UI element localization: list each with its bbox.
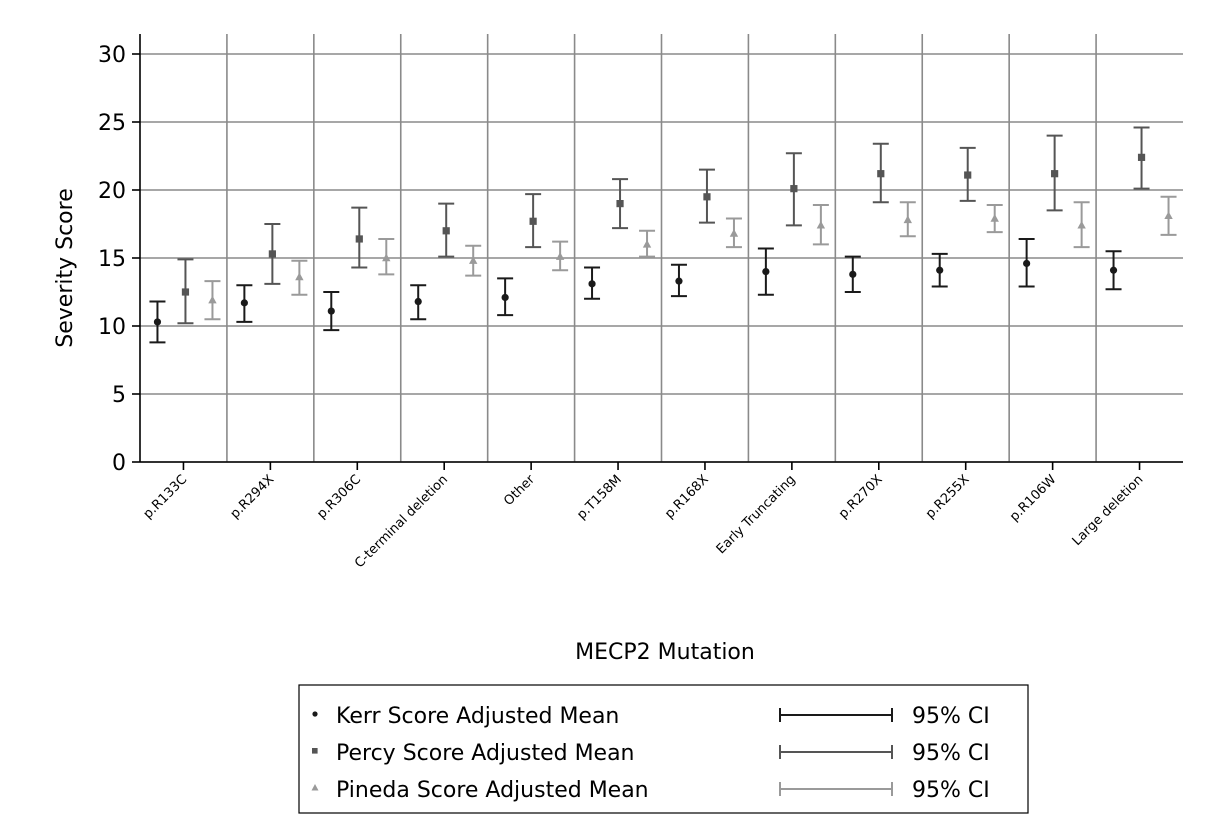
mean-point [268,250,276,258]
y-tick-label: 0 [112,451,126,476]
legend-marker [311,784,319,791]
mean-point [469,256,478,264]
x-tick-label: p.R255X [923,472,973,522]
mean-point [240,299,248,307]
mean-point [181,288,190,296]
mean-point [1109,266,1118,274]
legend-marker [312,748,318,754]
mean-point [642,239,652,248]
mean-point [153,318,162,326]
y-tick-label: 20 [98,179,126,204]
mean-point [327,307,335,315]
legend-series-label: Kerr Score Adjusted Mean [336,704,619,729]
x-tick-label: Other [501,472,538,509]
mean-point [877,170,885,178]
x-tick-label: p.R294X [228,472,278,522]
mean-point [382,253,391,262]
series-square [177,126,1150,325]
mean-point [816,220,826,229]
y-tick-label: 25 [98,111,126,136]
legend-ci-label: 95% CI [912,704,990,729]
legend-ci-label: 95% CI [912,778,990,803]
grid-layer [140,34,1183,463]
mean-point [588,280,596,288]
y-tick-label: 10 [98,315,126,340]
y-tick-label: 15 [98,247,126,272]
mean-point [936,266,944,274]
series-circle [149,237,1122,344]
mean-point [675,277,683,285]
x-tick-label: p.R168X [662,472,712,522]
mean-point [849,270,857,278]
y-axis-title: Severity Score [53,188,78,347]
mean-point [501,293,509,302]
mean-point [529,217,537,225]
mean-point [208,295,217,304]
mean-point [703,193,711,201]
series-triangle [204,195,1177,321]
x-tick-label: p.R306C [314,472,364,522]
legend-series-label: Pineda Score Adjusted Mean [336,778,649,803]
mean-point [1164,211,1173,220]
legend-ci-label: 95% CI [912,741,990,766]
x-tick-label: C-terminal deletion [352,472,451,571]
mean-point [295,272,304,281]
mean-point [1051,170,1059,178]
mean-point [790,185,798,193]
mean-point [616,200,624,208]
x-tick-label: p.R270X [836,472,886,522]
x-tick-label: p.T158M [574,472,624,522]
x-tick-label: Early Truncating [714,472,799,557]
mean-point [555,252,565,260]
mean-point [903,215,912,224]
mean-point [762,268,770,276]
legend-box [298,684,1029,814]
legend-series-label: Percy Score Adjusted Mean [336,741,635,766]
mean-point [964,171,972,179]
mean-point [1077,220,1086,229]
legend: Kerr Score Adjusted Mean 95% CI Percy Scor… [298,684,1029,814]
legend-marker [312,711,318,717]
mean-point [729,229,739,237]
axes-layer: 0 5 10 15 20 25 30 p.R133C p.R294X p.R306CC-termi… [98,34,1183,571]
y-tick-label: 5 [112,383,126,408]
legend-items: Kerr Score Adjusted Mean 95% CI Percy Scor… [311,704,990,803]
x-axis-title: MECP2 Mutation [575,640,755,665]
marks-layer [149,126,1177,344]
y-tick-label: 30 [98,43,126,68]
mean-point [355,235,363,243]
x-tick-label: Large deletion [1070,472,1147,549]
mean-point [442,227,450,235]
mean-point [990,214,999,222]
mean-point [1023,259,1031,268]
mean-point [414,297,422,306]
x-tick-label: p.R133C [141,472,191,522]
mean-point [1137,153,1146,161]
x-tick-label: p.R106W [1007,472,1059,524]
